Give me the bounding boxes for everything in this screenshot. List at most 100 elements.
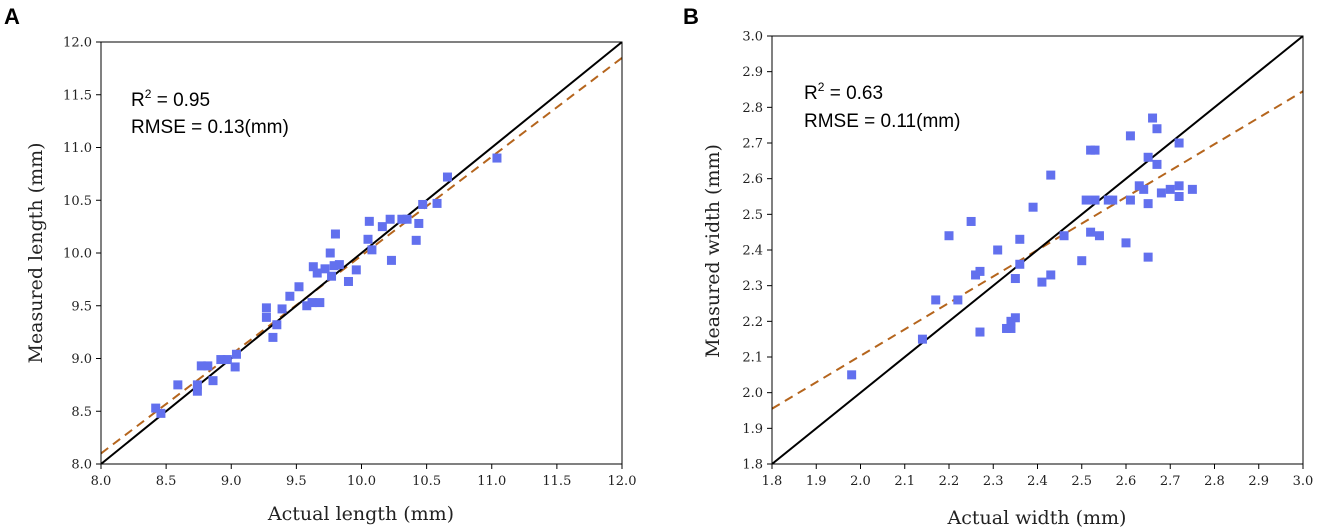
panel-b-data-point bbox=[975, 267, 984, 276]
panel-b-data-point bbox=[975, 328, 984, 337]
panel-b-x-tick-label: 2.2 bbox=[939, 474, 960, 489]
panel-a-data-point bbox=[433, 199, 442, 208]
panel-b-data-point bbox=[1108, 196, 1117, 205]
panel-b-data-point bbox=[1175, 192, 1184, 201]
panel-b-data-point bbox=[967, 217, 976, 226]
panel-b-data-point bbox=[1152, 160, 1161, 169]
panel-a-x-tick-label: 9.0 bbox=[221, 474, 242, 489]
panel-b-data-point bbox=[1152, 124, 1161, 133]
panel-b-r2-label: R bbox=[804, 83, 818, 104]
panel-a-data-point bbox=[412, 236, 421, 245]
panel-a-y-tick-label: 11.0 bbox=[63, 141, 92, 156]
panel-b-data-point bbox=[1148, 114, 1157, 123]
panel-a-r2-annotation: R2 = 0.95 bbox=[131, 87, 210, 111]
panel-b-data-point bbox=[1006, 324, 1015, 333]
panel-b-x-tick-label: 2.1 bbox=[894, 474, 915, 489]
panel-b-data-point bbox=[1126, 131, 1135, 140]
panel-b-data-point bbox=[1077, 256, 1086, 265]
panel-b-data-point bbox=[1060, 231, 1069, 240]
panel-a-y-tick-label: 12.0 bbox=[63, 36, 92, 51]
panel-b-data-point bbox=[1015, 260, 1024, 269]
panel-a-data-point bbox=[203, 361, 212, 370]
panel-a-label: A bbox=[4, 4, 20, 29]
panel-a-data-point bbox=[209, 376, 218, 385]
panel-b: B 1.8 1.9 2.0 2.1 2.2 2.3 2.4 2.5 2.6 2.7 2.8 2.9 3.… bbox=[683, 4, 1313, 529]
panel-a-data-point bbox=[492, 154, 501, 163]
panel-a-data-point bbox=[156, 409, 165, 418]
panel-a-x-tick-label: 8.5 bbox=[156, 474, 177, 489]
panel-b-data-point bbox=[1029, 203, 1038, 212]
panel-b-data-point bbox=[1011, 313, 1020, 322]
panel-a-data-point bbox=[262, 303, 271, 312]
panel-b-data-point bbox=[1046, 270, 1055, 279]
panel-a-x-tick-label: 10.5 bbox=[412, 474, 441, 489]
panel-a-y-tick-label: 11.5 bbox=[63, 88, 92, 103]
panel-b-y-tick-label: 2.5 bbox=[742, 208, 763, 223]
panel-b-data-point bbox=[1139, 185, 1148, 194]
panel-a-y-tick-label: 8.0 bbox=[71, 458, 92, 473]
panel-a-x-tick-label: 11.0 bbox=[477, 474, 506, 489]
panel-b-data-point bbox=[1175, 139, 1184, 148]
panel-b-x-axis-title: Actual width (mm) bbox=[947, 507, 1127, 529]
panel-a-data-point bbox=[378, 222, 387, 231]
panel-b-data-point bbox=[1122, 238, 1131, 247]
panel-a-y-tick-label: 9.0 bbox=[71, 352, 92, 367]
panel-a-x-tick-label: 9.5 bbox=[286, 474, 307, 489]
panel-a-data-point bbox=[335, 260, 344, 269]
panel-b-data-point bbox=[918, 335, 927, 344]
panel-b-y-tick-label: 1.8 bbox=[742, 458, 763, 473]
panel-a-x-tick-label: 10.0 bbox=[347, 474, 376, 489]
panel-a-y-tick-label: 10.0 bbox=[63, 247, 92, 262]
panel-a-data-point bbox=[414, 219, 423, 228]
panel-b-data-point bbox=[1082, 196, 1091, 205]
panel-b-x-tick-label: 2.3 bbox=[983, 474, 1004, 489]
panel-b-x-tick-label: 2.5 bbox=[1071, 474, 1092, 489]
panel-a-data-point bbox=[418, 200, 427, 209]
panel-b-y-tick-label: 1.9 bbox=[742, 422, 763, 437]
panel-a-y-tick-label: 9.5 bbox=[71, 299, 92, 314]
panel-a-data-point bbox=[315, 298, 324, 307]
panel-b-y-tick-label: 2.8 bbox=[742, 101, 763, 116]
panel-b-rmse-annotation: RMSE = 0.11(mm) bbox=[804, 111, 960, 132]
panel-b-label: B bbox=[683, 4, 699, 29]
panel-b-x-tick-label: 3.0 bbox=[1293, 474, 1314, 489]
panel-b-y-tick-label: 2.7 bbox=[742, 137, 763, 152]
panel-b-y-tick-label: 2.0 bbox=[742, 386, 763, 401]
panel-b-data-point bbox=[1144, 153, 1153, 162]
panel-a-data-point bbox=[232, 350, 241, 359]
panel-b-y-tick-label: 2.6 bbox=[742, 172, 763, 187]
panel-b-y-tick-label: 2.2 bbox=[742, 315, 763, 330]
panel-a-data-point bbox=[327, 272, 336, 281]
panel-b-data-point bbox=[1144, 253, 1153, 262]
panel-a-data-point bbox=[278, 304, 287, 313]
panel-b-data-point bbox=[847, 370, 856, 379]
panel-a-data-point bbox=[331, 230, 340, 239]
panel-b-x-tick-label: 2.7 bbox=[1160, 474, 1181, 489]
panel-b-y-tick-label: 2.3 bbox=[742, 279, 763, 294]
panel-b-data-point bbox=[1046, 171, 1055, 180]
panel-b-data-point bbox=[993, 246, 1002, 255]
panel-a-x-tick-label: 8.0 bbox=[91, 474, 112, 489]
panel-b-data-point bbox=[1126, 196, 1135, 205]
panel-b-data-point bbox=[1144, 199, 1153, 208]
panel-b-data-point bbox=[1095, 231, 1104, 240]
panel-b-data-point bbox=[1157, 188, 1166, 197]
panel-a-data-point bbox=[367, 245, 376, 254]
panel-b-data-point bbox=[1166, 185, 1175, 194]
panel-b-r2-annotation: R2 = 0.63 bbox=[804, 80, 883, 104]
panel-a-data-point bbox=[231, 362, 240, 371]
panel-a-r2-value: = 0.95 bbox=[151, 90, 210, 111]
figure: A 8.0 8.5 9.0 9.5 10.0 10.5 11.0 11.5 12.08.08.5… bbox=[0, 0, 1321, 529]
panel-b-x-tick-label: 1.8 bbox=[762, 474, 783, 489]
panel-b-x-tick-label: 2.0 bbox=[850, 474, 871, 489]
panel-a-rmse-annotation: RMSE = 0.13(mm) bbox=[131, 117, 289, 138]
panel-b-x-tick-label: 1.9 bbox=[806, 474, 827, 489]
panel-a-data-point bbox=[173, 380, 182, 389]
panel-a: A 8.0 8.5 9.0 9.5 10.0 10.5 11.0 11.5 12.0 8.0 8.5… bbox=[4, 4, 636, 525]
panel-a-data-point bbox=[364, 235, 373, 244]
panel-a-data-point bbox=[365, 217, 374, 226]
panel-b-data-point bbox=[1091, 196, 1100, 205]
panel-a-data-point bbox=[344, 277, 353, 286]
panel-a-data-point bbox=[294, 282, 303, 291]
panel-a-data-point bbox=[443, 173, 452, 182]
